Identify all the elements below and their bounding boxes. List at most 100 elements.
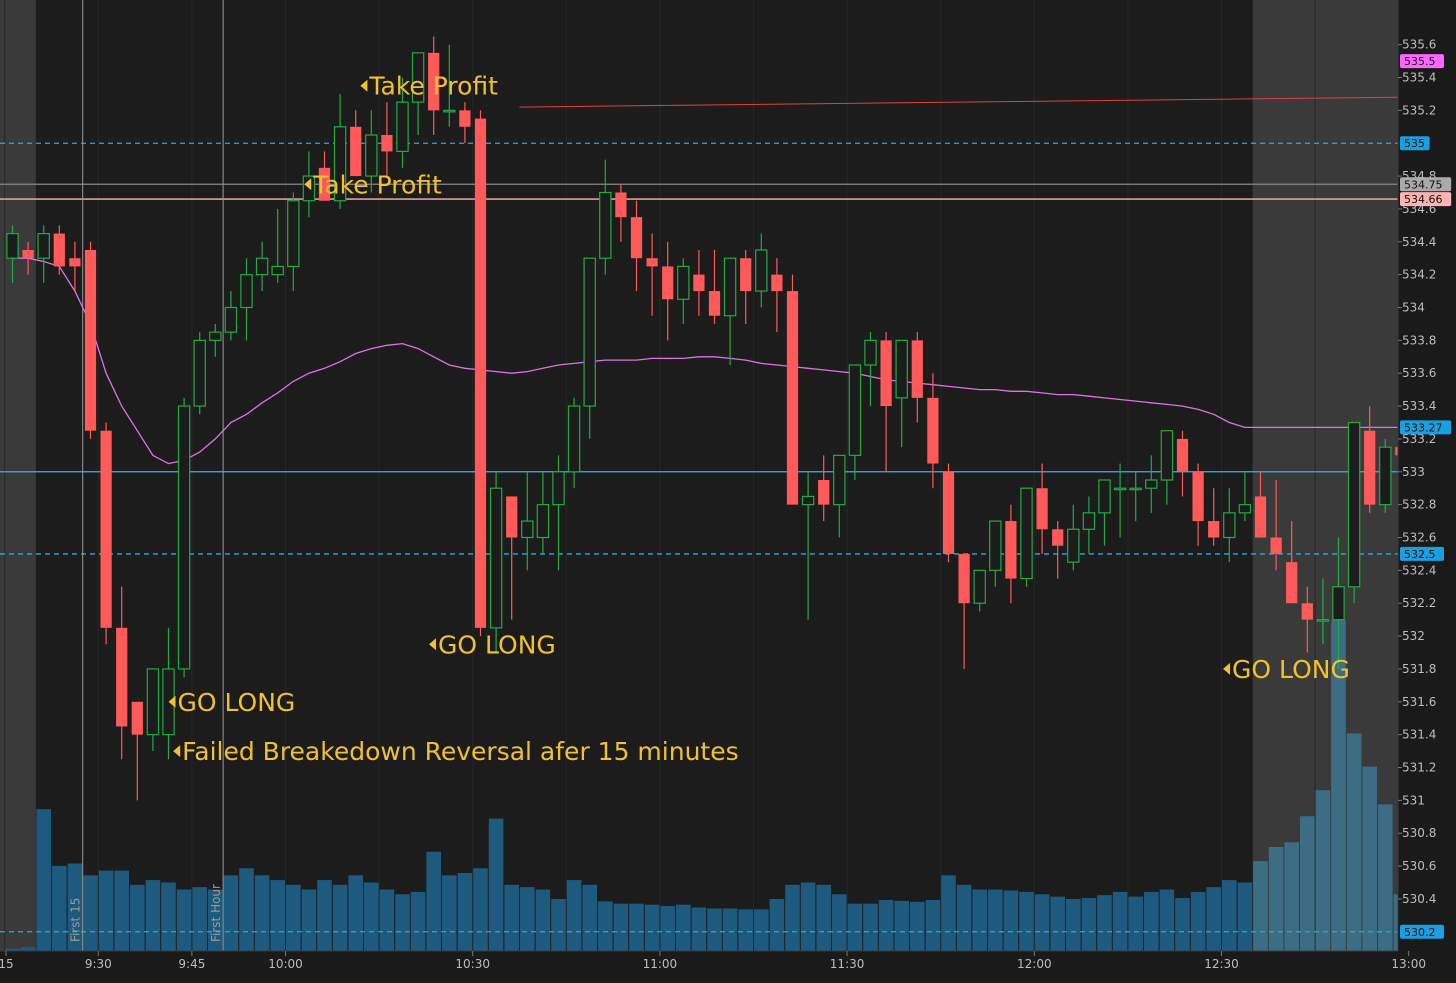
volume-bar (1113, 892, 1128, 951)
candle-body (522, 521, 533, 537)
candle-body (834, 455, 845, 504)
candle-body (943, 472, 954, 554)
annotation-text: Take Profit (368, 72, 498, 101)
candle-body (865, 340, 876, 365)
candle-body (288, 201, 299, 267)
price-badge-label: 530.2 (1404, 926, 1436, 939)
candle-body (1161, 431, 1172, 480)
candle-body (896, 340, 907, 398)
price-tick-label: 534.2 (1402, 268, 1436, 282)
time-tick-label: 10:00 (268, 957, 303, 971)
volume-bar (348, 875, 363, 951)
volume-bar (848, 904, 863, 951)
candle-body (241, 275, 252, 308)
candle-body (210, 332, 221, 340)
candle-body (600, 193, 611, 259)
volume-bar (364, 882, 379, 951)
candle-body (1208, 521, 1219, 537)
candle-body (990, 521, 1001, 570)
price-tick-label: 535.6 (1402, 38, 1436, 52)
candle-body (272, 266, 283, 274)
volume-bar (910, 902, 925, 951)
candle-body (693, 275, 704, 291)
volume-bar (1144, 892, 1159, 951)
volume-bar (161, 882, 176, 951)
time-tick-label: 10:30 (455, 957, 490, 971)
candle-body (1348, 423, 1359, 587)
candle-body (568, 406, 579, 472)
volume-bar (926, 900, 941, 951)
candle-body (756, 250, 767, 291)
volume-bar (660, 906, 675, 951)
volume-bar (520, 887, 535, 951)
candle-body (381, 135, 392, 151)
volume-bar (536, 890, 551, 951)
candle-body (475, 119, 486, 628)
candle-body (38, 234, 49, 259)
price-tick-label: 530.8 (1402, 826, 1436, 840)
candle-body (678, 266, 689, 299)
volume-bar (972, 890, 987, 951)
volume-bar (1128, 897, 1143, 951)
volume-bar (1300, 816, 1315, 951)
volume-bar (302, 890, 317, 951)
volume-bar (286, 885, 301, 951)
candle-body (1302, 603, 1313, 619)
candle (475, 110, 486, 636)
volume-bar (395, 894, 410, 951)
candle-body (1146, 480, 1157, 488)
volume-bar (707, 908, 722, 951)
volume-bar (754, 909, 769, 951)
volume-bar (645, 905, 660, 951)
candle-body (1224, 513, 1235, 538)
price-tick-label: 535.4 (1402, 71, 1436, 85)
price-badge-label: 533.27 (1404, 421, 1443, 434)
candle (178, 398, 189, 677)
volume-bar (1160, 890, 1175, 951)
time-tick-label: 12:00 (1017, 957, 1052, 971)
price-tick-label: 532 (1402, 629, 1425, 643)
price-tick-label: 532.8 (1402, 498, 1436, 512)
price-tick-label: 533.4 (1402, 399, 1436, 413)
candle-body (880, 340, 891, 406)
volume-bar (676, 905, 691, 951)
candle-body (818, 480, 829, 505)
volume-bar (1019, 892, 1034, 951)
annotation-text: GO LONG (1232, 655, 1350, 684)
price-badge-label: 532.5 (1404, 548, 1436, 561)
volume-bar (270, 880, 285, 951)
volume-bar (567, 880, 582, 951)
price-axis: 535.6535.4535.2534.8534.6534.4534.253453… (1398, 0, 1456, 979)
candle-body (225, 308, 236, 333)
candle-body (1364, 431, 1375, 505)
volume-bar (1050, 897, 1065, 951)
price-tick-label: 530.6 (1402, 859, 1436, 873)
price-tick-label: 532.6 (1402, 531, 1436, 545)
volume-bar (99, 871, 114, 951)
volume-bar (1004, 890, 1019, 951)
volume-bar (114, 871, 129, 951)
candle-body (1239, 505, 1250, 513)
candle-body (54, 234, 65, 267)
time-tick-label: 11:30 (830, 957, 865, 971)
volume-bar (458, 873, 473, 951)
candle-body (662, 266, 673, 299)
candle-body (194, 340, 205, 406)
candle-body (1270, 538, 1281, 554)
price-tick-label: 531.8 (1402, 662, 1436, 676)
volume-bar (146, 880, 161, 951)
candle-body (397, 102, 408, 151)
candle-body (116, 628, 127, 727)
candle-body (1177, 439, 1188, 472)
price-tick-label: 531.4 (1402, 728, 1436, 742)
candle-body (1380, 447, 1391, 505)
volume-bar (1362, 767, 1377, 951)
volume-bar (21, 947, 36, 951)
time-tick-label: 11:00 (643, 957, 678, 971)
candle-body (740, 258, 751, 291)
candle-body (584, 258, 595, 406)
volume-bar (411, 892, 426, 951)
candle-body (100, 431, 111, 628)
